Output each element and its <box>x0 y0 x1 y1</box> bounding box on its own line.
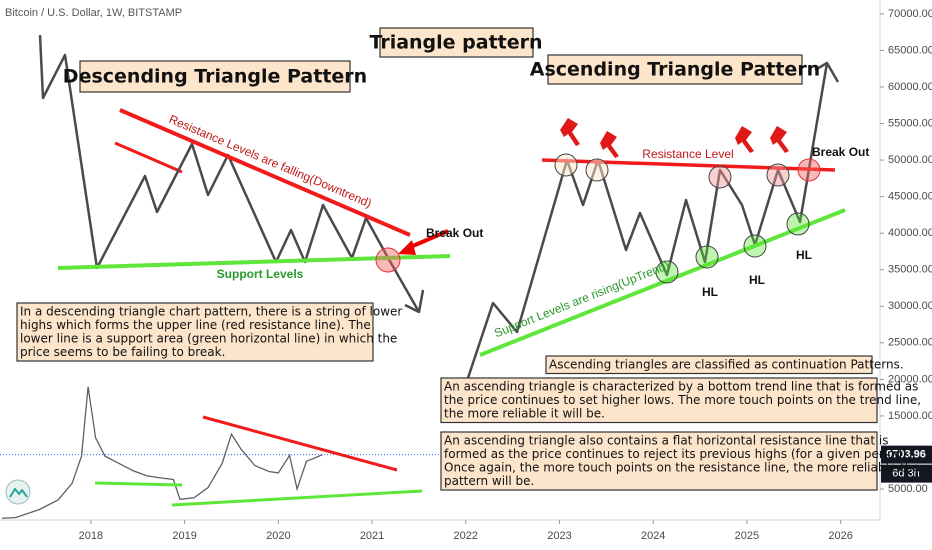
hl-label: HL <box>749 273 765 287</box>
y-tick-label: 25000.00 <box>888 337 932 349</box>
paragraph-line: An ascending triangle also contains a fl… <box>444 434 888 448</box>
y-tick-label: 20000.00 <box>888 373 932 385</box>
y-tick-label: 40000.00 <box>888 227 932 239</box>
y-tick-label: 5000.00 <box>888 483 928 495</box>
text-box <box>440 431 878 491</box>
hl-circle <box>655 260 679 284</box>
hl-circle <box>695 245 719 269</box>
breakout-arrow <box>407 229 449 250</box>
asc-title: Ascending Triangle Pattern <box>530 59 820 81</box>
y-tick-label: 35000.00 <box>888 264 932 276</box>
resistance-label: Resistance Level <box>642 147 733 161</box>
hl-circle <box>743 234 767 258</box>
logo-mark <box>9 488 28 498</box>
touch-circle <box>554 153 578 177</box>
chart-title: Bitcoin / U.S. Dollar, 1W, BITSTAMP <box>5 7 182 19</box>
paragraph-line: highs which forms the upper line (red re… <box>20 318 371 332</box>
flag-icon <box>600 131 619 158</box>
break-out: Break Out <box>426 226 483 240</box>
paragraph-line: Once again, the more touch points on the… <box>444 461 920 475</box>
small-resistance <box>114 141 183 174</box>
paragraph-line: price seems to be failing to break. <box>20 345 225 359</box>
x-tick-label: 2025 <box>735 530 759 542</box>
flag-icon <box>560 118 580 146</box>
breakout-circle <box>797 158 821 182</box>
touch-circle <box>708 165 732 189</box>
y-tick-label: 55000.00 <box>888 117 932 129</box>
y-tick-label: 60000.00 <box>888 81 932 93</box>
y-tick-label: 30000.00 <box>888 300 932 312</box>
support-label: Support Levels <box>217 267 304 281</box>
desc-resistance <box>119 108 411 237</box>
main-title: Triangle pattern <box>369 32 542 54</box>
last-price-box <box>881 445 932 464</box>
x-tick-label: 2020 <box>266 530 290 542</box>
text-box <box>440 377 878 424</box>
y-tick-label: 50000.00 <box>888 154 932 166</box>
desc-support <box>57 254 451 270</box>
text-box <box>545 355 873 375</box>
x-tick-label: 2026 <box>828 530 852 542</box>
countdown-label: 6d 3h <box>892 468 920 480</box>
y-tick-label: 15000.00 <box>888 410 932 422</box>
x-tick-label: 2023 <box>547 530 571 542</box>
overlays <box>5 34 846 507</box>
breakout-arrowhead <box>398 240 416 255</box>
countdown-box <box>881 464 932 483</box>
desc-title: Descending Triangle Pattern <box>63 66 367 88</box>
title-box <box>547 54 803 85</box>
small-resistance <box>202 415 398 472</box>
hl-label: HL <box>796 248 812 262</box>
touch-circle <box>766 163 790 187</box>
hl-circle <box>786 212 810 236</box>
x-tick-label: 2021 <box>360 530 384 542</box>
x-tick-label: 2024 <box>641 530 665 542</box>
small-support <box>171 489 423 507</box>
title-box <box>379 27 534 58</box>
paragraph-line: formed as the price continues to reject … <box>444 447 911 461</box>
breakout-circle <box>375 247 401 273</box>
hl-label: HL <box>702 285 718 299</box>
flags <box>560 118 789 158</box>
last-price-label: 9703.96 <box>886 449 926 461</box>
paragraph-line: lower line is a support area (green hori… <box>20 332 397 346</box>
price-line <box>1 386 323 519</box>
break-out: Break Out <box>812 145 869 159</box>
touch-circle <box>585 158 609 182</box>
plot <box>0 13 884 524</box>
arrowhead <box>404 289 425 314</box>
asc-zigzag <box>466 62 829 379</box>
paragraph-line: the price continues to set higher lows. … <box>444 393 921 407</box>
y-tick-label: 65000.00 <box>888 44 932 56</box>
paragraph-line: Ascending triangles are classified as co… <box>549 358 904 372</box>
text-box <box>16 302 374 362</box>
arrowhead <box>814 61 840 83</box>
paragraph-line: In a descending triangle chart pattern, … <box>20 305 402 319</box>
x-tick-label: 2018 <box>79 530 103 542</box>
paragraph-line: An ascending triangle is characterized b… <box>444 380 918 394</box>
y-tick-label: 70000.00 <box>888 8 932 20</box>
x-tick-label: 2019 <box>172 530 196 542</box>
flag-icon <box>770 126 789 153</box>
title-box <box>79 60 351 93</box>
small-support <box>94 481 183 487</box>
y-tick-label: 45000.00 <box>888 191 932 203</box>
paragraph-line: the more reliable it will be. <box>444 407 605 421</box>
flag-icon <box>735 126 754 153</box>
x-tick-label: 2022 <box>454 530 478 542</box>
paragraph-line: pattern will be. <box>444 474 534 488</box>
